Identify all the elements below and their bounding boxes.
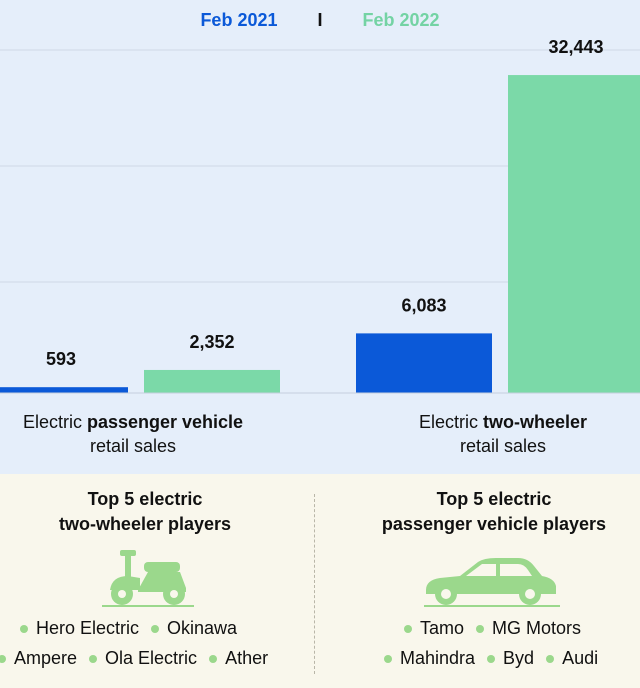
bullet-dot-icon — [546, 654, 555, 663]
legend-feb-2022: Feb 2022 — [362, 9, 440, 30]
player-name: MG Motors — [492, 618, 582, 638]
panel-divider — [314, 494, 315, 674]
player-name: Ola Electric — [105, 648, 198, 668]
left-panel-title: Top 5 electric two-wheeler players — [0, 487, 305, 537]
left-players-row1: Hero Electric Okinawa — [20, 618, 237, 639]
bar-feb-2021-cat1 — [356, 333, 492, 393]
player-item: Ather — [209, 648, 268, 669]
bullet-dot-icon — [209, 654, 218, 663]
top-players-panel: Top 5 electric two-wheeler players Hero … — [0, 474, 640, 688]
value-label: 2,352 — [189, 332, 234, 352]
bullet-dot-icon — [151, 624, 160, 633]
player-name: Tamo — [420, 618, 465, 638]
bullet-dot-icon — [476, 624, 485, 633]
bullet-dot-icon — [0, 654, 6, 663]
category-label-passenger: Electric passenger vehicle retail sales — [0, 410, 283, 458]
bar-chart: 593 6,083 2,352 32,443 — [0, 37, 640, 394]
title-line2: two-wheeler players — [58, 514, 232, 534]
category-suffix: retail sales — [459, 436, 547, 456]
bars — [0, 75, 640, 394]
legend-feb-2021: Feb 2021 — [200, 9, 278, 30]
player-item: Okinawa — [151, 618, 237, 639]
bullet-dot-icon — [384, 654, 392, 663]
category-prefix: Electric — [22, 412, 87, 432]
value-label: 32,443 — [548, 37, 603, 57]
car-icon — [422, 552, 562, 613]
bullet-dot-icon — [487, 654, 496, 663]
player-item: Mahindra — [384, 648, 475, 669]
bullet-dot-icon — [89, 654, 98, 663]
category-label-two-wheeler: Electric two-wheeler retail sales — [353, 410, 640, 458]
category-suffix: retail sales — [89, 436, 177, 456]
player-name: Mahindra — [400, 648, 476, 668]
category-bold: passenger vehicle — [86, 412, 244, 432]
bullet-dot-icon — [404, 624, 412, 633]
player-name: Hero Electric — [36, 618, 140, 638]
player-name: Ather — [225, 648, 269, 668]
value-label: 593 — [46, 349, 76, 369]
bullet-dot-icon — [20, 624, 28, 633]
player-name: Audi — [562, 648, 599, 668]
player-item: Byd — [487, 648, 534, 669]
player-item: Ola Electric — [89, 648, 197, 669]
right-players-row1: Tamo MG Motors — [404, 618, 581, 639]
player-name: Ampere — [14, 648, 78, 668]
legend-separator: I — [317, 9, 323, 30]
chart-legend: Feb 2021 I Feb 2022 — [0, 0, 640, 40]
player-item: MG Motors — [476, 618, 581, 639]
chart-area: Feb 2021 I Feb 2022 593 6,083 2,352 32,443 … — [0, 0, 640, 458]
category-prefix: Electric — [418, 412, 483, 432]
value-labels: 593 6,083 2,352 32,443 — [46, 37, 604, 369]
title-line1: Top 5 electric — [87, 489, 203, 509]
right-players-row2: Mahindra Byd Audi — [384, 648, 598, 669]
title-line2: passenger vehicle players — [381, 514, 607, 534]
bar-feb-2022-cat0 — [144, 369, 280, 393]
bar-feb-2021-cat0 — [0, 387, 128, 393]
category-bold: two-wheeler — [482, 412, 588, 432]
scooter-icon — [100, 548, 196, 613]
player-item: Hero Electric — [20, 618, 139, 639]
value-label: 6,083 — [401, 295, 446, 315]
title-line1: Top 5 electric — [436, 489, 552, 509]
left-players-row2: Ampere Ola Electric Ather — [0, 648, 268, 669]
bar-feb-2022-cat1 — [508, 75, 640, 394]
player-item: Audi — [546, 648, 598, 669]
player-name: Okinawa — [167, 618, 238, 638]
player-item: Ampere — [0, 648, 77, 669]
player-name: Byd — [503, 648, 535, 668]
right-panel-title: Top 5 electric passenger vehicle players — [334, 487, 640, 537]
player-item: Tamo — [404, 618, 464, 639]
